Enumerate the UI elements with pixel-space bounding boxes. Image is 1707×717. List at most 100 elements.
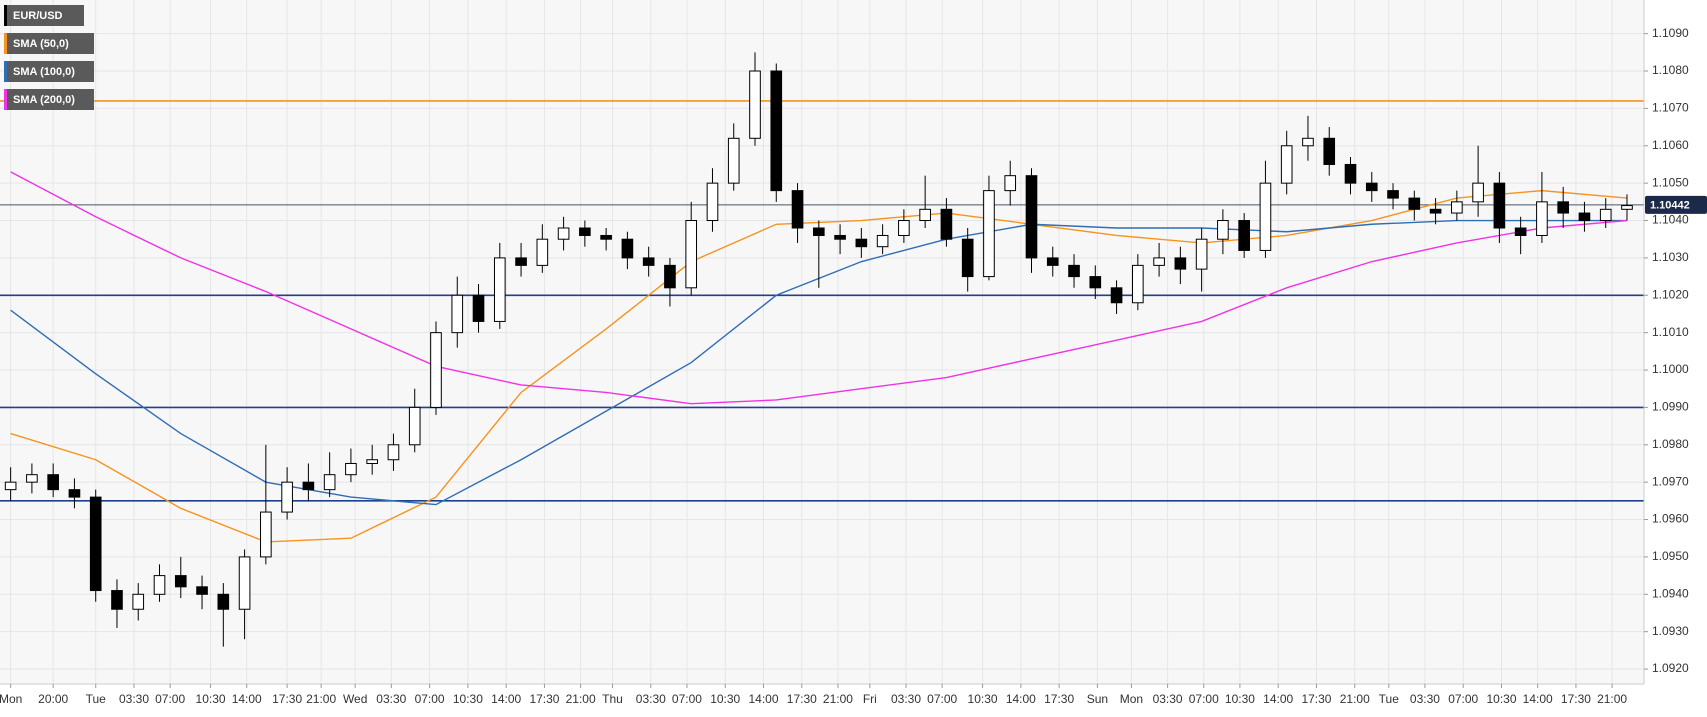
x-tick-label: 07:00 [1189, 692, 1219, 706]
candle-body [1004, 175, 1017, 192]
y-tick-label: 1.0960 [1652, 512, 1689, 526]
x-tick-label: 03:30 [1153, 692, 1183, 706]
x-tick-label: 14:00 [1006, 692, 1036, 706]
y-tick-label: 1.0980 [1652, 437, 1689, 451]
candle-body [302, 481, 315, 491]
legend-box [4, 33, 94, 54]
candle-body [238, 556, 251, 610]
candle-body [983, 190, 995, 278]
candle-body [1387, 190, 1399, 199]
legend-label: EUR/USD [13, 10, 63, 22]
candle-body [1280, 145, 1293, 184]
legend-box [4, 61, 94, 82]
candle-body [834, 234, 846, 240]
y-tick-label: 1.0930 [1652, 624, 1689, 638]
x-tick-label: 03:30 [891, 692, 921, 706]
candle-body [600, 234, 612, 240]
x-tick-label: Sun [1087, 692, 1108, 706]
candle-body [557, 227, 570, 240]
y-tick-label: 1.1030 [1652, 250, 1689, 264]
candle-body [153, 575, 166, 595]
candle-body [472, 294, 485, 322]
y-tick-label: 1.1070 [1652, 101, 1689, 115]
x-tick-label: 07:00 [927, 692, 957, 706]
x-tick-label: Tue [1379, 692, 1400, 706]
candle-body [1323, 137, 1336, 165]
candle-body [1599, 208, 1612, 222]
x-tick-label: 17:30 [1044, 692, 1074, 706]
candle-body [1344, 163, 1357, 184]
x-tick-label: 17:30 [787, 692, 817, 706]
candle-body [1132, 264, 1144, 304]
x-tick-label: 21:00 [306, 692, 336, 706]
y-tick-label: 1.0950 [1652, 549, 1689, 563]
candle-body [791, 190, 804, 229]
x-tick-label: 03:30 [119, 692, 149, 706]
x-tick-label: 17:30 [272, 692, 302, 706]
candle-body [898, 220, 910, 236]
x-tick-label: 17:30 [529, 692, 559, 706]
x-tick-label: 14:00 [1263, 692, 1293, 706]
candle-body [1089, 276, 1102, 289]
x-tick-label: 20:00 [38, 692, 68, 706]
last-price-label: 1.10442 [1650, 200, 1690, 212]
x-tick-label: 10:30 [710, 692, 740, 706]
y-tick-label: 1.1090 [1652, 26, 1689, 40]
candles [4, 52, 1633, 647]
x-tick-label: 14:00 [491, 692, 521, 706]
x-tick-label: 07:00 [1448, 692, 1478, 706]
x-tick-label: 14:00 [1523, 692, 1553, 706]
legend-swatch [4, 5, 7, 26]
candle-body [26, 474, 38, 483]
legend-label: SMA (50,0) [13, 38, 69, 50]
y-tick-label: 1.0970 [1652, 474, 1689, 488]
candle-body [1046, 257, 1059, 266]
x-tick-label: 17:30 [1301, 692, 1331, 706]
x-tick-label: 10:30 [453, 692, 483, 706]
legend-label: SMA (200,0) [13, 94, 75, 106]
candle-body [196, 586, 208, 595]
x-tick-label: 14:00 [748, 692, 778, 706]
candle-body [1472, 182, 1484, 203]
candle-body [876, 234, 889, 248]
candle-body [1174, 257, 1187, 270]
candle-body [515, 257, 527, 266]
x-tick-label: Wed [343, 692, 367, 706]
candle-body [855, 238, 868, 248]
legend-box [4, 89, 94, 110]
x-tick-label: Tue [86, 692, 107, 706]
x-tick-label: 07:00 [672, 692, 702, 706]
candle-body [47, 474, 59, 491]
x-tick-label: Thu [602, 692, 623, 706]
candle-body [1578, 212, 1591, 222]
candle-body [1536, 201, 1548, 236]
candle-body [387, 444, 400, 461]
legend-label: SMA (100,0) [13, 66, 75, 78]
x-tick-label: 21:00 [823, 692, 853, 706]
x-tick-label: Mon [1120, 692, 1143, 706]
legend-box [4, 5, 84, 26]
x-tick-label: 03:30 [376, 692, 406, 706]
axes: 1.0920 1.0930 1.0940 1.0950 1.0960 1.0970 1.09… [0, 26, 1707, 706]
y-tick-label: 1.1010 [1652, 325, 1689, 339]
candle-body [1429, 208, 1442, 214]
x-tick-label: 21:00 [566, 692, 596, 706]
candle-body [345, 462, 357, 476]
legend-swatch [4, 89, 7, 110]
legend-swatch [4, 33, 7, 54]
y-tick-label: 1.1040 [1652, 213, 1689, 227]
candle-body [430, 332, 442, 408]
x-tick-label: 03:30 [1410, 692, 1440, 706]
x-tick-label: 03:30 [636, 692, 666, 706]
candle-body [1514, 227, 1527, 236]
candle-body [1621, 205, 1633, 210]
candle-body [1195, 238, 1208, 270]
candle-body [749, 70, 761, 139]
candle-body [451, 294, 464, 334]
x-tick-label: 10:30 [196, 692, 226, 706]
candle-body [1025, 175, 1038, 259]
candle-body [961, 238, 974, 278]
candle-body [260, 511, 272, 558]
x-tick-label: 17:30 [1561, 692, 1591, 706]
